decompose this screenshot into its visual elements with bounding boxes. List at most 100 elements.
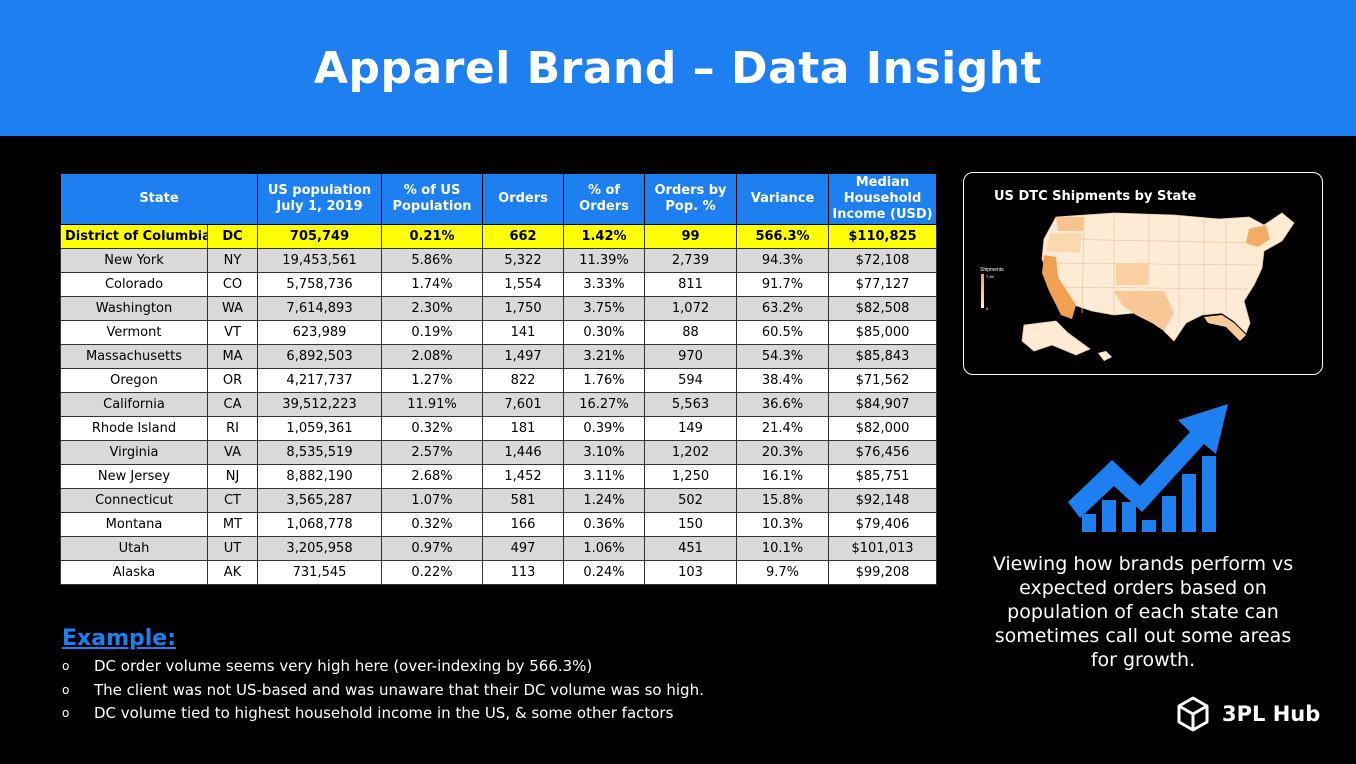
map-legend-gradient: [981, 274, 984, 308]
cell-abbr: NJ: [206, 464, 259, 489]
cell-variance: 566.3%: [736, 224, 830, 249]
cell-abbr: CT: [206, 488, 259, 513]
cell-population: 705,749: [257, 224, 383, 249]
cell-orders-by-pop: 1,250: [644, 464, 738, 489]
cell-state: Virginia: [60, 440, 208, 465]
cell-orders-by-pop: 149: [644, 416, 738, 441]
texas-shape: [1114, 291, 1174, 331]
cell-pct-orders: 0.39%: [563, 416, 646, 441]
cell-pct-orders: 0.30%: [563, 320, 646, 345]
cell-pct-orders: 1.42%: [563, 224, 646, 249]
cell-median-income: $79,406: [828, 512, 938, 537]
cell-variance: 21.4%: [736, 416, 830, 441]
table-header-row: State US population July 1, 2019% of US P…: [59, 173, 938, 225]
washington-shape: [1056, 217, 1084, 231]
cell-population: 8,535,519: [257, 440, 383, 465]
shipments-map-card: Shipments 7.6K 0 US DTC Shipments by Sta…: [963, 172, 1323, 375]
cell-state: New Jersey: [60, 464, 208, 489]
cell-variance: 91.7%: [736, 272, 830, 297]
cell-pct-population: 1.74%: [381, 272, 484, 297]
cell-orders: 822: [482, 368, 565, 393]
table-row: New Jersey NJ 8,882,190 2.68% 1,452 3.11% 1,25…: [60, 464, 938, 489]
cell-orders-by-pop: 5,563: [644, 392, 738, 417]
cell-population: 4,217,737: [257, 368, 383, 393]
cell-state: Rhode Island: [60, 416, 208, 441]
table-row: Montana MT 1,068,778 0.32% 166 0.36% 150 10.3% $…: [60, 512, 938, 537]
cell-abbr: VA: [206, 440, 259, 465]
hawaii-shape: [1098, 351, 1112, 361]
cell-abbr: VT: [206, 320, 259, 345]
cell-state: Colorado: [60, 272, 208, 297]
example-section: Example: o DC order volume seems very hig…: [62, 626, 704, 726]
cell-pct-population: 2.08%: [381, 344, 484, 369]
cell-population: 1,068,778: [257, 512, 383, 537]
table-row: Rhode Island RI 1,059,361 0.32% 181 0.39% 149 2…: [60, 416, 938, 441]
california-shape: [1042, 255, 1076, 319]
table-row: Alaska AK 731,545 0.22% 113 0.24% 103 9.7% $99,2…: [60, 560, 938, 585]
cell-median-income: $82,000: [828, 416, 938, 441]
th-us-population: US population July 1, 2019: [257, 173, 383, 225]
map-legend-title: Shipments: [980, 267, 1004, 273]
new-york-shape: [1246, 225, 1270, 247]
cell-pct-orders: 0.24%: [563, 560, 646, 585]
cell-state: Montana: [60, 512, 208, 537]
cell-median-income: $77,127: [828, 272, 938, 297]
cell-median-income: $72,108: [828, 248, 938, 273]
cell-median-income: $85,000: [828, 320, 938, 345]
example-item-text: The client was not US-based and was unaw…: [94, 680, 704, 699]
cell-pct-population: 1.07%: [381, 488, 484, 513]
table-row: Massachusetts MA 6,892,503 2.08% 1,497 3.21% 9…: [60, 344, 938, 369]
table-row: District of Columbia DC 705,749 0.21% 662 1.4…: [60, 224, 938, 249]
cell-variance: 38.4%: [736, 368, 830, 393]
cell-orders: 1,452: [482, 464, 565, 489]
cell-orders-by-pop: 451: [644, 536, 738, 561]
cell-orders-by-pop: 970: [644, 344, 738, 369]
florida-shape: [1204, 315, 1246, 341]
cell-median-income: $82,508: [828, 296, 938, 321]
table-row: Vermont VT 623,989 0.19% 141 0.30% 88 60.5% $85,…: [60, 320, 938, 345]
example-item: o The client was not US-based and was una…: [62, 679, 704, 703]
cell-median-income: $110,825: [828, 224, 938, 249]
cell-variance: 20.3%: [736, 440, 830, 465]
cell-orders: 166: [482, 512, 565, 537]
cell-population: 1,059,361: [257, 416, 383, 441]
cell-population: 39,512,223: [257, 392, 383, 417]
cell-pct-population: 2.68%: [381, 464, 484, 489]
cell-population: 731,545: [257, 560, 383, 585]
example-item: o DC order volume seems very high here (o…: [62, 655, 704, 679]
cell-pct-orders: 1.06%: [563, 536, 646, 561]
cell-variance: 16.1%: [736, 464, 830, 489]
cell-state: District of Columbia: [60, 224, 208, 249]
cell-population: 6,892,503: [257, 344, 383, 369]
cell-orders: 1,554: [482, 272, 565, 297]
cell-population: 19,453,561: [257, 248, 383, 273]
cell-state: Oregon: [60, 368, 208, 393]
cell-abbr: DC: [206, 224, 259, 249]
cell-pct-population: 0.19%: [381, 320, 484, 345]
cell-orders-by-pop: 1,202: [644, 440, 738, 465]
header-banner: Apparel Brand – Data Insight: [0, 0, 1356, 136]
cell-abbr: NY: [206, 248, 259, 273]
cell-median-income: $99,208: [828, 560, 938, 585]
table-row: Washington WA 7,614,893 2.30% 1,750 3.75% 1,07…: [60, 296, 938, 321]
cell-population: 8,882,190: [257, 464, 383, 489]
table-row: Oregon OR 4,217,737 1.27% 822 1.76% 594 38.4% $7…: [60, 368, 938, 393]
us-map-graphic: Shipments 7.6K 0: [980, 212, 1295, 361]
cell-orders: 497: [482, 536, 565, 561]
bullet-icon: o: [62, 682, 70, 697]
th-orders: Orders: [482, 173, 565, 225]
cell-pct-population: 2.30%: [381, 296, 484, 321]
table-row: New York NY 19,453,561 5.86% 5,322 11.39% 2,73…: [60, 248, 938, 273]
cell-abbr: CO: [206, 272, 259, 297]
cell-state: California: [60, 392, 208, 417]
cell-pct-orders: 1.76%: [563, 368, 646, 393]
example-title: Example:: [62, 626, 176, 651]
cell-state: New York: [60, 248, 208, 273]
table-row: Virginia VA 8,535,519 2.57% 1,446 3.10% 1,202 2…: [60, 440, 938, 465]
cell-abbr: OR: [206, 368, 259, 393]
cell-orders: 5,322: [482, 248, 565, 273]
state-data-table: State US population July 1, 2019% of US P…: [59, 173, 938, 585]
cell-orders: 113: [482, 560, 565, 585]
cell-pct-population: 0.21%: [381, 224, 484, 249]
table-row: California CA 39,512,223 11.91% 7,601 16.27% 5…: [60, 392, 938, 417]
